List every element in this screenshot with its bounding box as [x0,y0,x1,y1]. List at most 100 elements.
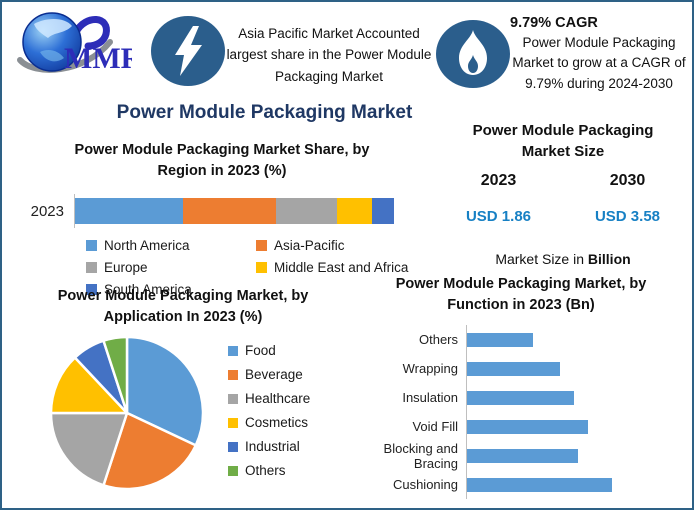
legend-label: South America [104,282,192,298]
function-bar-rows: Others Wrapping Insulation Void Fill Blockin… [350,325,692,500]
function-bar-wrapping [467,361,561,376]
function-bar-row-insulation: Insulation [350,383,692,413]
legend-swatch-asia-pacific [256,240,267,252]
region-bar-category-label: 2023 [30,202,64,220]
legend-label: Europe [104,260,148,276]
market-size-years: 2023 2030 [434,172,692,190]
pie-chart [49,335,205,491]
bar-segment-europe [275,198,337,225]
legend-swatch-industrial [228,441,238,452]
bar-segment-south-america [371,198,394,225]
legend-item-middle-east-and-africa: Middle East and Africa [256,260,422,275]
region-bar-row: 2023 [22,194,422,229]
function-bar-track [466,354,692,384]
pie-slice-healthcare [49,411,129,487]
legend-item-north-america: North America [86,238,256,253]
legend-label: Industrial [245,439,300,454]
legend-label: Cosmetics [245,415,309,430]
function-chart-title: Power Module Packaging Market, by Functi… [395,276,647,314]
function-bar-track [466,325,692,355]
region-stacked-bar [75,198,394,225]
function-category-label: Wrapping [402,361,458,377]
function-category-label: Blocking and Bracing [383,440,458,471]
value-2023: USD 1.86 [465,208,532,225]
legend-swatch-food [228,345,238,356]
svg-text:MMR: MMR [64,42,132,75]
legend-swatch-healthcare [228,393,238,404]
mmr-logo: MMR [14,8,143,80]
function-bar-blocking-and-bracing [467,448,578,463]
function-bar-row-others: Others [350,325,692,355]
legend-label: Others [245,463,286,478]
function-bar-row-blocking-and-bracing: Blocking and Bracing [350,440,692,471]
function-bar-row-cushioning: Cushioning [350,470,692,500]
function-bar-row-void-fill: Void Fill [350,412,692,442]
legend-item-others: Others [228,463,310,478]
function-category-label: Void Fill [412,419,458,435]
region-bar-axis [74,194,422,229]
legend-item-south-america: South America [86,282,256,297]
legend-swatch-others [228,465,238,476]
legend-item-europe: Europe [86,260,256,275]
pie-legend: Food Beverage Healthcare Cosmetics Industria… [228,343,310,478]
function-category-label: Insulation [402,390,458,406]
function-bar-cushioning [467,477,613,492]
legend-label: Healthcare [245,391,311,406]
legend-swatch-north-america [86,240,97,252]
bar-segment-north-america [75,198,184,225]
function-bar-track [466,470,692,500]
function-category-label: Cushioning [392,477,458,493]
year-2030-label: 2030 [609,172,646,189]
legend-swatch-middle-east-and-africa [256,262,267,274]
flame-icon [435,19,511,94]
legend-swatch-europe [86,262,97,274]
legend-label: Middle East and Africa [274,260,409,276]
application-pie-chart: Power Module Packaging Market, by Applic… [16,286,350,491]
pie-chart-title: Power Module Packaging Market, by Applic… [57,288,309,326]
year-2023-label: 2023 [480,172,517,189]
function-bar-chart: Power Module Packaging Market, by Functi… [350,274,692,500]
function-bar-row-wrapping: Wrapping [350,354,692,384]
legend-swatch-cosmetics [228,417,238,428]
function-bar-void-fill [467,419,589,434]
function-category-label: Others [418,332,458,348]
highlight-cagr-block: 9.79% CAGR Power Module Packaging Market… [504,15,692,94]
legend-item-food: Food [228,343,310,358]
legend-label: Asia-Pacific [274,238,345,254]
globe-icon: MMR [17,12,143,75]
market-size-panel: Power Module Packaging Market Size 2023 … [434,120,692,267]
legend-item-asia-pacific: Asia-Pacific [256,238,422,253]
pie-slice-beverage [102,411,198,491]
function-bar-others [467,332,533,347]
legend-swatch-beverage [228,369,238,380]
legend-swatch-south-america [86,284,97,296]
region-share-chart: Power Module Packaging Market Share, by … [22,140,422,297]
highlight-asia-pacific-text: Asia Pacific Market Accounted largest sh… [226,26,432,84]
legend-item-healthcare: Healthcare [228,391,310,406]
region-chart-title: Power Module Packaging Market Share, by … [74,142,370,180]
bar-segment-middle-east-and-africa [336,198,372,225]
lightning-icon [150,15,226,92]
function-bar-track [466,383,692,413]
legend-label: North America [104,238,190,254]
region-legend: North America Asia-Pacific Europe Middle Ea… [86,238,422,297]
market-size-title: Power Module Packaging Market Size [472,122,654,160]
legend-item-beverage: Beverage [228,367,310,382]
cagr-title: 9.79% CAGR [510,15,598,31]
legend-item-cosmetics: Cosmetics [228,415,310,430]
function-bar-insulation [467,390,575,405]
market-size-values: USD 1.86 USD 3.58 [434,208,692,225]
pie-slice-food [125,335,205,447]
function-bar-track [466,441,692,471]
market-size-note: Market Size in Billion [495,251,631,267]
legend-label: Beverage [245,367,303,382]
pie-slice-others [102,335,129,415]
value-2030: USD 3.58 [594,208,661,225]
bar-segment-asia-pacific [183,198,276,225]
function-bar-track [466,412,692,442]
cagr-text: Power Module Packaging Market to grow at… [512,35,686,91]
legend-item-industrial: Industrial [228,439,310,454]
legend-label: Food [245,343,276,358]
page-title: Power Module Packaging Market [116,102,413,123]
